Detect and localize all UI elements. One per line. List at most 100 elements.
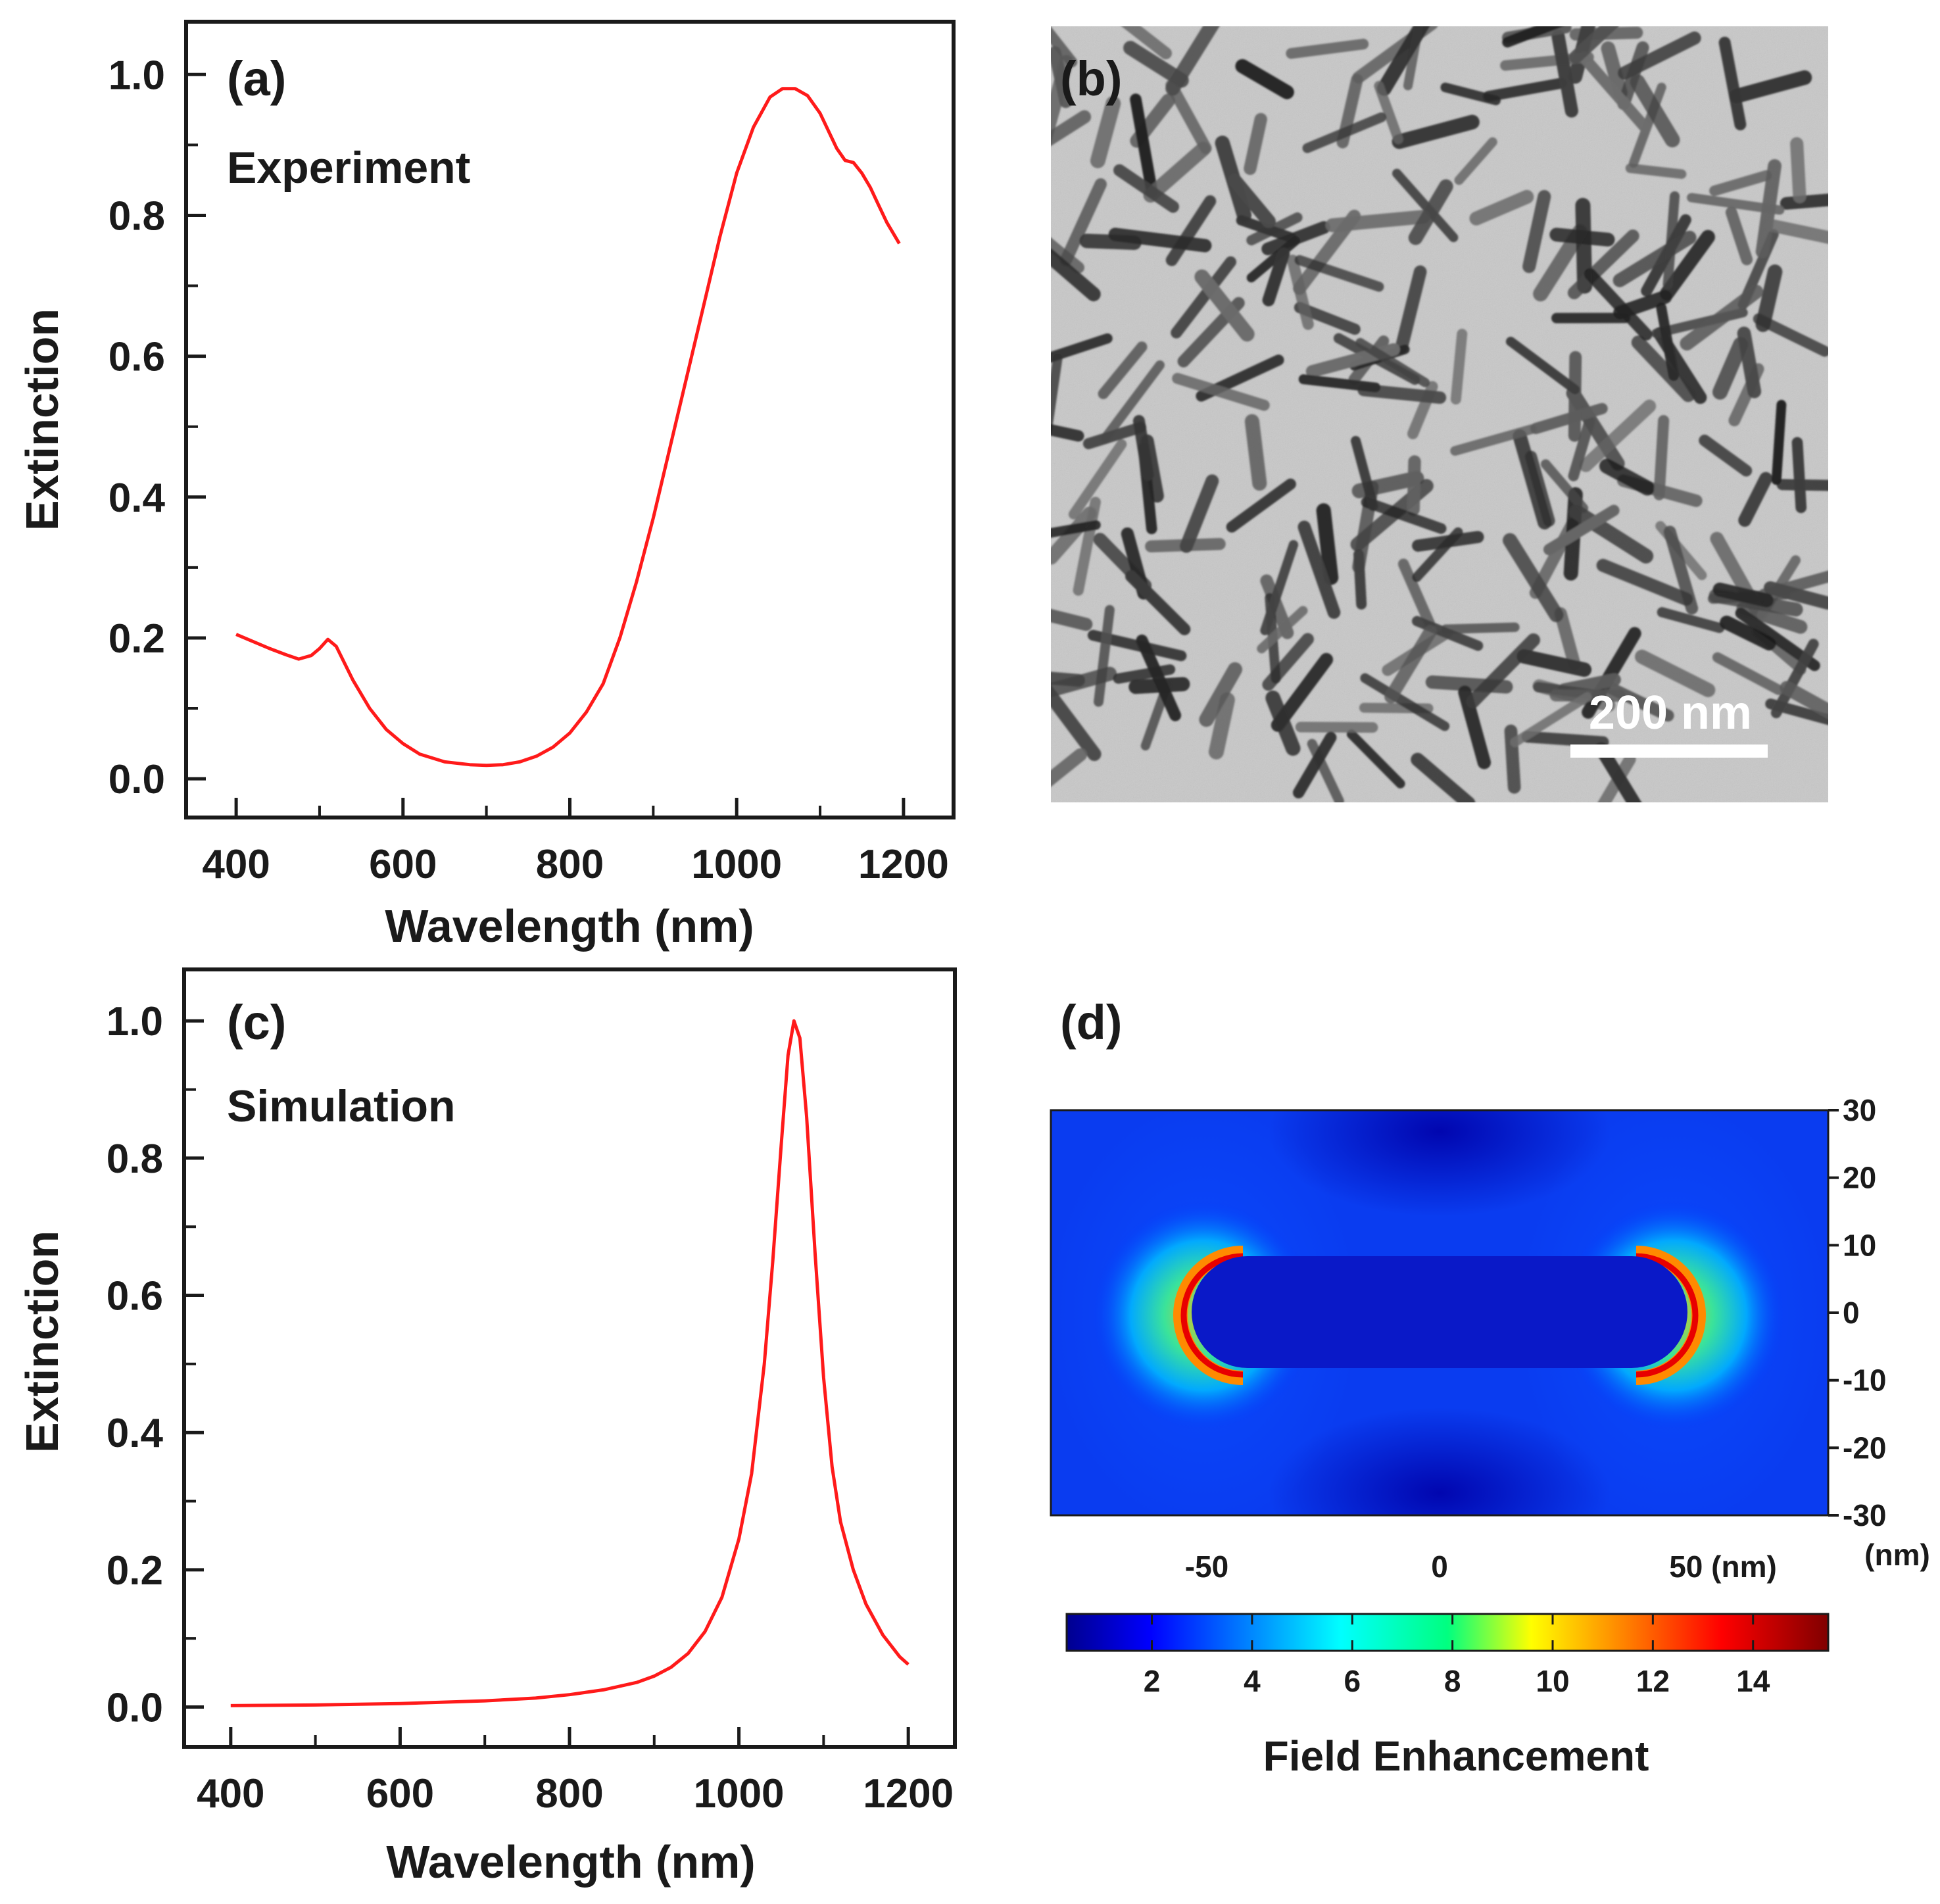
nanorod <box>1265 691 1301 756</box>
nanorod <box>1411 616 1484 651</box>
panel-a-y-ticks: 0.0 0.2 0.4 0.6 0.8 1.0 <box>109 53 206 802</box>
nanorod <box>1578 51 1651 134</box>
nanorod <box>1294 302 1361 335</box>
nanorod <box>1361 497 1447 534</box>
nanorod <box>1653 415 1670 500</box>
nanorod <box>1087 629 1187 662</box>
nanorod <box>1346 729 1405 789</box>
nanorod <box>1260 540 1299 635</box>
nanorod <box>1687 193 1785 215</box>
nanorod <box>1108 228 1212 253</box>
y-tick-label: 0.4 <box>109 476 166 521</box>
nanorod <box>1179 474 1219 553</box>
nanorod <box>1521 731 1609 748</box>
nanorod <box>1392 168 1459 243</box>
nanorod <box>1613 230 1697 287</box>
nanorod <box>1271 652 1334 732</box>
nanorod <box>1699 434 1753 477</box>
nanorod <box>1770 639 1819 719</box>
field-map-y-tick-label: 0 <box>1843 1296 1860 1330</box>
nanorod <box>1051 748 1087 794</box>
nanorod <box>1136 634 1182 721</box>
nanorod <box>1292 731 1337 798</box>
nanorod <box>1051 46 1073 109</box>
nanorod <box>1165 79 1212 155</box>
nanorod <box>1286 38 1369 59</box>
nanorod <box>1663 525 1699 615</box>
nanorod <box>1384 625 1437 704</box>
nanorod <box>1618 31 1701 80</box>
nanorod <box>1082 422 1147 450</box>
y-tick-label: 0.2 <box>107 1548 163 1594</box>
nanorod <box>1051 602 1093 631</box>
colorbar-tick-label: 12 <box>1636 1664 1670 1698</box>
field-map-y-tick-label: -20 <box>1843 1430 1886 1465</box>
field-map-x-tick-label: 0 <box>1431 1550 1448 1584</box>
nanorod <box>1244 414 1267 491</box>
nanorod <box>1374 81 1403 145</box>
nanorod <box>1355 337 1430 387</box>
nanorod <box>1119 26 1173 60</box>
nanorod <box>1516 649 1592 677</box>
x-tick-label: 600 <box>369 842 437 887</box>
y-tick-label: 1.0 <box>109 53 165 98</box>
nanorod <box>1530 403 1608 435</box>
nanorod <box>1325 210 1430 233</box>
y-tick-label: 0.4 <box>107 1411 164 1456</box>
nanorod <box>1567 229 1639 300</box>
scale-bar <box>1570 745 1768 758</box>
nanorod <box>1543 504 1620 556</box>
nanorod <box>1503 533 1564 623</box>
y-tick-label: 0.8 <box>109 193 165 239</box>
nanorod <box>1656 303 1679 381</box>
nanorod <box>1735 607 1820 671</box>
panel-c-x-axis-title: Wavelength (nm) <box>386 1836 755 1888</box>
nanorod <box>1351 435 1378 511</box>
nanorod <box>1244 112 1267 176</box>
nanorod <box>1755 264 1783 332</box>
nanorod <box>1568 416 1595 481</box>
nanorod <box>1450 424 1537 456</box>
colorbar-tick-label: 4 <box>1244 1664 1261 1698</box>
nanorod <box>1541 459 1589 513</box>
nanorod <box>1505 337 1580 395</box>
nanorod <box>1551 30 1578 118</box>
nanorod <box>1172 372 1270 411</box>
nanorod <box>1051 666 1117 701</box>
panel-c-x-ticks: 400 600 800 1000 1200 <box>197 1727 954 1817</box>
nanorod <box>1262 247 1290 306</box>
nanorod <box>1554 607 1581 671</box>
nanorod <box>1051 26 1078 68</box>
x-tick-label: 1200 <box>863 1771 954 1817</box>
nanorod <box>1294 255 1384 292</box>
nanorod <box>1068 439 1127 520</box>
nanorod <box>1407 455 1421 516</box>
nanorod <box>1712 337 1749 400</box>
nanorod <box>1302 112 1387 153</box>
nanorod <box>1298 374 1381 393</box>
nanorod <box>1171 256 1236 339</box>
nanorod <box>1130 93 1158 197</box>
colorbar-tick-label: 8 <box>1444 1664 1461 1698</box>
nanorod <box>1235 59 1294 99</box>
nanorod <box>1579 399 1657 472</box>
nanorod <box>1780 681 1828 724</box>
nanorod <box>1720 616 1776 651</box>
field-map-x-tick-label: -50 <box>1185 1550 1228 1584</box>
nanorod <box>1510 692 1592 747</box>
nanorod <box>1257 606 1308 654</box>
nanorod <box>1440 82 1501 105</box>
nanorod <box>1246 236 1300 283</box>
colorbar-ticks: 2 4 6 8 10 12 14 <box>1144 1614 1770 1698</box>
colorbar-title: Field Enhancement <box>1263 1732 1649 1780</box>
nanorod <box>1450 328 1468 404</box>
nanorod <box>1631 335 1695 403</box>
nanorod <box>1286 255 1314 330</box>
nanorod <box>1316 503 1339 585</box>
panel-a-annotation: Experiment <box>227 143 470 193</box>
nanorod <box>1599 458 1655 496</box>
y-tick-label: 0.0 <box>109 757 165 802</box>
tem-nanorods <box>1051 26 1828 802</box>
panel-b-label: (b) <box>1060 51 1123 106</box>
